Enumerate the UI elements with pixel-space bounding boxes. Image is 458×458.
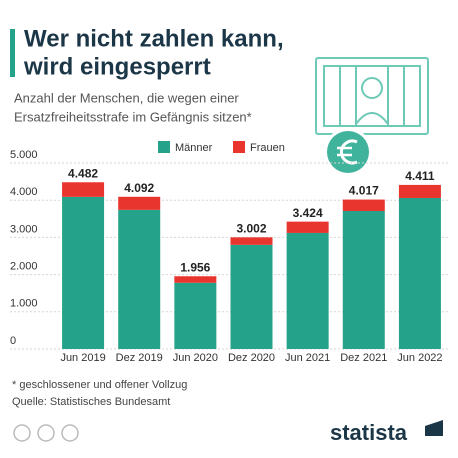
brand: statista (330, 420, 408, 445)
y-tick-label: 3.000 (10, 223, 38, 235)
y-tick-label: 2.000 (10, 261, 38, 273)
chart-title: wird eingesperrt (23, 53, 211, 80)
total-label: 4.017 (349, 184, 379, 198)
bar-segment (62, 182, 105, 197)
x-tick-label: Jun 2019 (60, 352, 105, 364)
license-icons (13, 424, 79, 442)
bar-segment (118, 209, 161, 349)
x-tick-label: Jun 2020 (173, 352, 218, 364)
x-tick-label: Jun 2021 (285, 352, 330, 364)
bar-segment (286, 232, 329, 349)
x-tick-label: Jun 2022 (397, 352, 442, 364)
chart-subtitle: Anzahl der Menschen, die wegen einer (14, 90, 239, 105)
chart-title: Wer nicht zahlen kann, (24, 25, 284, 52)
chart-subtitle: Ersatzfreiheitsstrafe im Gefängnis sitze… (14, 109, 252, 124)
footnote: * geschlossener und offener Vollzug (12, 379, 187, 391)
y-tick-label: 0 (10, 335, 16, 347)
total-label: 1.956 (180, 260, 210, 274)
prison-icon (315, 57, 429, 135)
total-label: 4.092 (124, 181, 154, 195)
bar-segment (230, 237, 273, 245)
brand-logo (425, 420, 443, 436)
total-label: 4.482 (68, 166, 98, 180)
source: Quelle: Statistisches Bundesamt (12, 396, 170, 408)
x-tick-label: Dez 2020 (228, 352, 275, 364)
legend-label: Männer (175, 142, 213, 154)
total-label: 4.411 (405, 169, 435, 183)
x-tick-label: Dez 2021 (340, 352, 387, 364)
y-tick-label: 5.000 (10, 149, 38, 161)
legend-label: Frauen (250, 142, 285, 154)
bar-segment (398, 184, 441, 198)
bar-segment (174, 282, 217, 349)
bar-segment (62, 196, 105, 349)
x-tick-label: Dez 2019 (116, 352, 163, 364)
bar-segment (398, 197, 441, 349)
euro-icon (324, 128, 372, 176)
legend-swatch (158, 141, 170, 153)
y-tick-label: 1.000 (10, 298, 38, 310)
total-label: 3.002 (236, 221, 266, 235)
total-label: 3.424 (293, 206, 323, 220)
bar-segment (342, 210, 385, 349)
bar-segment (286, 221, 329, 233)
bar-segment (230, 244, 273, 349)
legend-swatch (233, 141, 245, 153)
y-tick-label: 4.000 (10, 186, 38, 198)
bar-segment (118, 196, 161, 210)
bar-segment (174, 276, 217, 283)
title-accent (10, 29, 15, 77)
bar-segment (342, 199, 385, 211)
